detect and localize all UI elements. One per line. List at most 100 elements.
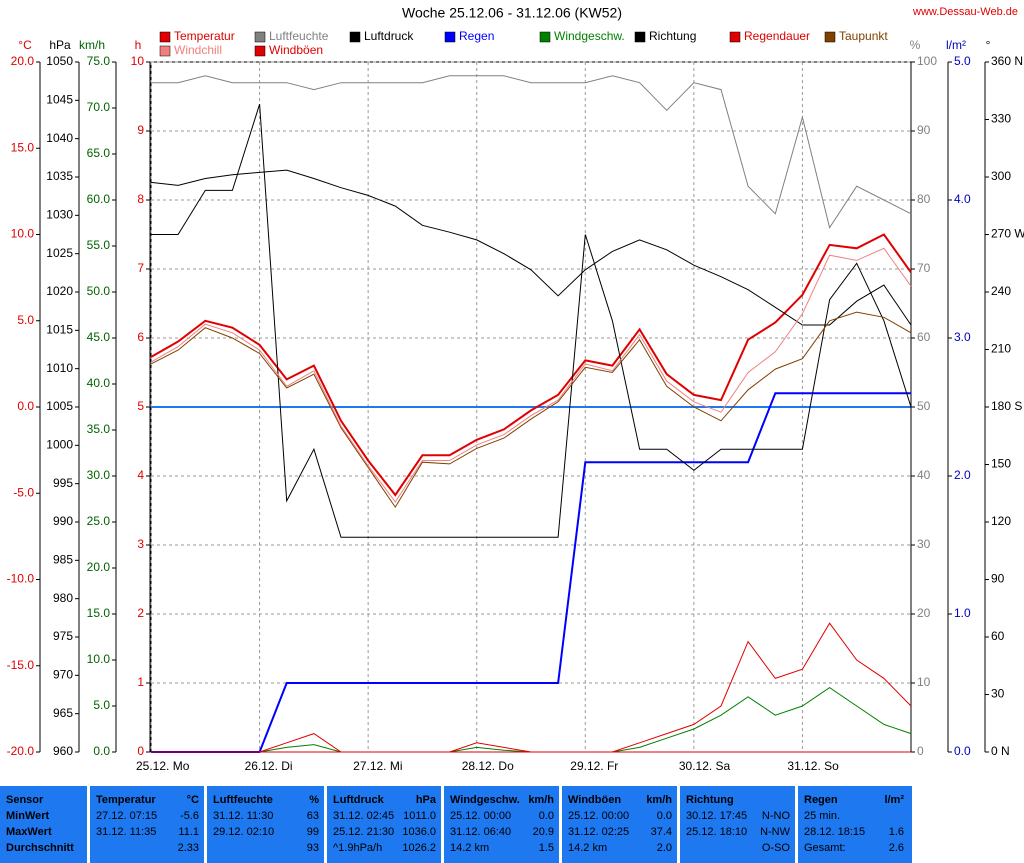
column-separator: [87, 786, 90, 863]
cell-label: Temperatur: [96, 794, 156, 806]
y-tick-label: 330: [991, 112, 1011, 126]
y-tick-label: 995: [53, 476, 73, 490]
table-cell: Richtung: [682, 792, 794, 808]
y-tick-label: 10.0: [87, 652, 111, 666]
legend-label: Richtung: [649, 29, 696, 43]
y-tick-label: 20.0: [87, 560, 111, 574]
y-tick-label: 75.0: [87, 54, 111, 68]
legend-label: Windgeschw.: [554, 29, 625, 43]
table-cell: Regen l/m²: [800, 792, 908, 808]
y-tick-label: 1040: [46, 131, 73, 145]
table-cell: O-SO: [682, 840, 794, 856]
cell-label: 31.12. 02:25: [568, 826, 630, 838]
y-tick-label: 0.0: [17, 399, 34, 413]
legend-swatch: [634, 31, 646, 43]
series-line: [151, 686, 912, 753]
y-tick-label: -20.0: [7, 744, 35, 758]
y-tick-label: 5.0: [954, 54, 971, 68]
y-tick-label: 4: [137, 468, 144, 482]
y-tick-label: 40: [917, 468, 931, 482]
y-tick-label: 1000: [46, 438, 73, 452]
y-tick-label: 6: [137, 330, 144, 344]
y-tick-label: 970: [53, 668, 73, 682]
axis-unit: %: [910, 38, 921, 52]
series-line: [151, 392, 911, 753]
cell-label: 14.2 km: [450, 842, 490, 854]
cell-value: 2.6: [888, 842, 904, 854]
legend-label: Windchill: [174, 43, 222, 57]
y-tick-label: 0: [917, 744, 924, 758]
axis-unit: °C: [18, 38, 32, 52]
legend-swatch: [539, 31, 551, 43]
y-tick-label: 1045: [46, 93, 73, 107]
cell-label: 31.12. 06:40: [450, 826, 512, 838]
y-tick-label: 240: [991, 284, 1011, 298]
cell-value: N-NO: [761, 810, 790, 822]
cell-value: km/h: [528, 794, 554, 806]
cell-label: 29.12. 02:10: [213, 826, 275, 838]
y-tick-label: 3: [137, 537, 144, 551]
y-tick-label: -10.0: [7, 572, 35, 586]
y-tick-label: 8: [137, 192, 144, 206]
legend-swatch: [444, 31, 456, 43]
cell-label: ^1.9hPa/h: [333, 842, 383, 854]
y-tick-label: 60: [991, 629, 1005, 643]
y-tick-label: 35.0: [87, 422, 111, 436]
y-tick-label: 1010: [46, 361, 73, 375]
x-tick-label: 25.12. Mo: [136, 759, 190, 773]
cell-label: 28.12. 18:15: [804, 826, 866, 838]
table-cell: 25.12. 00:00 0.0: [446, 808, 558, 824]
x-tick-label: 31.12. So: [787, 759, 839, 773]
y-tick-label: 0: [137, 744, 144, 758]
column-separator: [324, 786, 327, 863]
column-separator: [559, 786, 562, 863]
y-tick-label: 25.0: [87, 514, 111, 528]
website: www.Dessau-Web.de: [912, 6, 1018, 18]
y-tick-label: 1.0: [954, 606, 971, 620]
cell-label: 31.12. 11:30: [213, 810, 274, 822]
y-tick-label: 45.0: [87, 330, 111, 344]
series-line: [150, 247, 912, 503]
y-tick-label: 20: [917, 606, 931, 620]
table-cell: Temperatur °C: [92, 792, 203, 808]
cell-value: O-SO: [761, 842, 790, 854]
y-tick-label: 0 N: [991, 744, 1010, 758]
x-tick-label: 26.12. Di: [245, 759, 293, 773]
table-cell: 25 min.: [800, 808, 908, 824]
cell-label: MaxWert: [6, 826, 52, 838]
legend-swatch: [254, 45, 266, 57]
cell-value: 20.9: [532, 826, 554, 838]
y-tick-label: -5.0: [13, 485, 34, 499]
cell-label: 30.12. 17:45: [686, 810, 748, 822]
y-tick-label: 0.0: [954, 744, 971, 758]
y-tick-label: 4.0: [954, 192, 971, 206]
y-tick-label: 9: [137, 123, 144, 137]
cell-value: 1011.0: [403, 810, 436, 822]
table-cell: Luftdruck hPa: [329, 792, 440, 808]
cell-value: %: [309, 794, 319, 806]
cell-label: MinWert: [6, 810, 50, 822]
cell-value: 1026.2: [402, 842, 436, 854]
table-cell: 25.12. 18:10 N-NW: [682, 824, 794, 840]
table-cell: 31.12. 02:45 1011.0: [329, 808, 440, 824]
cell-value: 1.6: [888, 826, 904, 838]
cell-value: 1036.0: [402, 826, 436, 838]
y-tick-label: 90: [991, 572, 1005, 586]
legend-label: Luftfeuchte: [269, 29, 329, 43]
table-cell: 28.12. 18:15 1.6: [800, 824, 908, 840]
y-tick-label: 30: [917, 537, 931, 551]
legend-label: Regen: [459, 29, 494, 43]
cell-label: 25.12. 18:10: [686, 826, 748, 838]
cell-value: 0.0: [538, 810, 554, 822]
y-tick-label: 50: [917, 399, 931, 413]
y-tick-label: 15.0: [11, 140, 35, 154]
table-cell: Windgeschw. km/h: [446, 792, 558, 808]
column-separator: [441, 786, 444, 863]
y-tick-label: 10: [131, 54, 145, 68]
table-cell: 30.12. 17:45 N-NO: [682, 808, 794, 824]
cell-label: Windböen: [568, 794, 622, 806]
column-separator: [204, 786, 207, 863]
cell-label: Durchschnitt: [6, 842, 74, 854]
cell-label: 25 min.: [804, 810, 841, 822]
y-tick-label: 20.0: [11, 54, 35, 68]
